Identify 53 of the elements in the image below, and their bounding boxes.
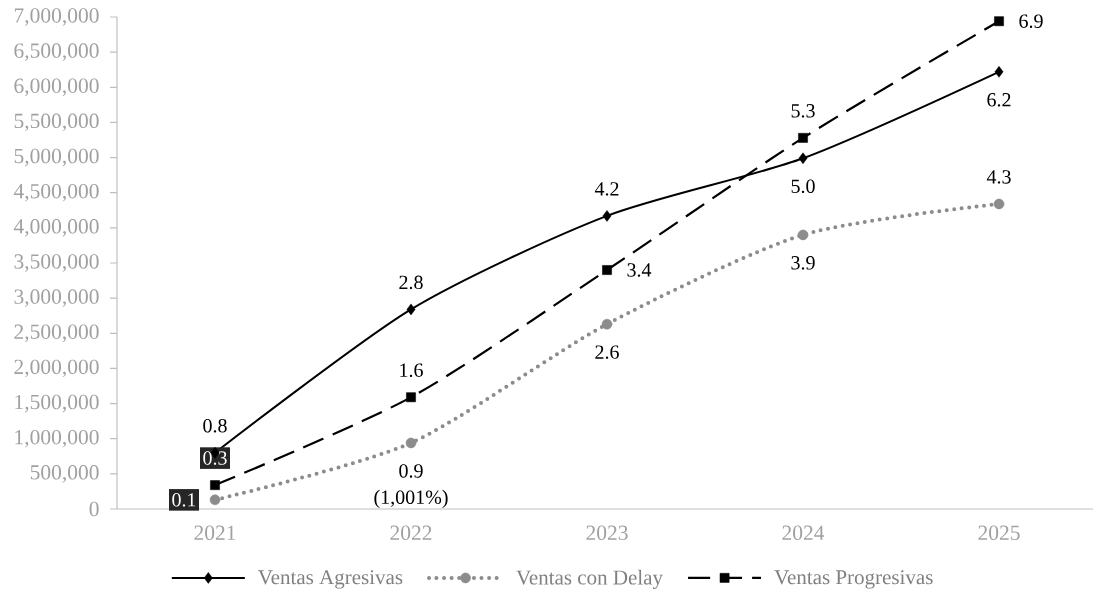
x-tick-label: 2022 <box>390 525 432 541</box>
annotation: 2.8 <box>399 275 423 290</box>
y-tick-label: 3,500,000 <box>14 254 99 272</box>
annotation: 4.2 <box>594 182 619 196</box>
point <box>798 152 808 165</box>
annotation: 6.9 <box>1019 14 1043 28</box>
annotation: (1,001%) <box>374 489 448 509</box>
annotation: 0.9 <box>399 464 423 478</box>
x-tick-label: 2023 <box>586 525 628 541</box>
point <box>602 210 612 222</box>
annotation: 6.2 <box>987 93 1011 107</box>
point <box>406 392 416 403</box>
point <box>601 318 613 330</box>
annotation: 3.4 <box>627 263 652 277</box>
x-tick-label: 2024 <box>782 525 825 541</box>
y-tick-label: 5,000,000 <box>14 148 99 167</box>
annotation: 1.6 <box>400 363 423 378</box>
y-tick-label: 2,500,000 <box>14 324 99 343</box>
y-tick-label: 7,000,000 <box>14 8 99 26</box>
y-tick-label: 2,000,000 <box>14 359 99 378</box>
y-tick-label: 6,500,000 <box>14 43 99 61</box>
y-tick-label: 3,000,000 <box>14 289 99 307</box>
point <box>602 265 612 275</box>
annotation: 0.8 <box>203 418 227 433</box>
y-tick-label: 1,500,000 <box>15 394 99 413</box>
y-tick-label: 500,000 <box>30 465 99 483</box>
legend-label: Ventas Progresivas <box>774 570 933 589</box>
y-tick-label: 4,500,000 <box>13 183 99 202</box>
annotation: 5.0 <box>791 179 815 194</box>
point <box>994 16 1004 27</box>
y-tick-label: 4,000,000 <box>13 219 99 237</box>
point <box>993 198 1005 210</box>
point <box>209 494 221 506</box>
legend-label: Ventas con Delay <box>516 569 663 589</box>
point <box>798 133 808 143</box>
x-tick-label: 2021 <box>194 525 236 541</box>
y-tick-label: 0 <box>89 501 99 517</box>
annotation: 2.6 <box>595 345 619 359</box>
annotation: 0.3 <box>203 451 227 465</box>
y-tick-label: 5,500,000 <box>14 113 99 132</box>
y-tick-label: 6,000,000 <box>14 78 99 97</box>
annotation: 4.3 <box>986 170 1011 184</box>
annotation: 5.3 <box>791 104 815 118</box>
point <box>994 66 1004 78</box>
point <box>210 480 220 490</box>
point <box>405 437 417 449</box>
legend-label: Ventas Agresivas <box>258 570 403 589</box>
annotation: 0.1 <box>172 493 196 507</box>
annotation: 3.9 <box>791 256 815 270</box>
point <box>406 303 416 316</box>
x-tick-label: 2025 <box>978 525 1020 541</box>
point <box>797 229 809 241</box>
y-tick-label: 1,000,000 <box>15 429 99 448</box>
